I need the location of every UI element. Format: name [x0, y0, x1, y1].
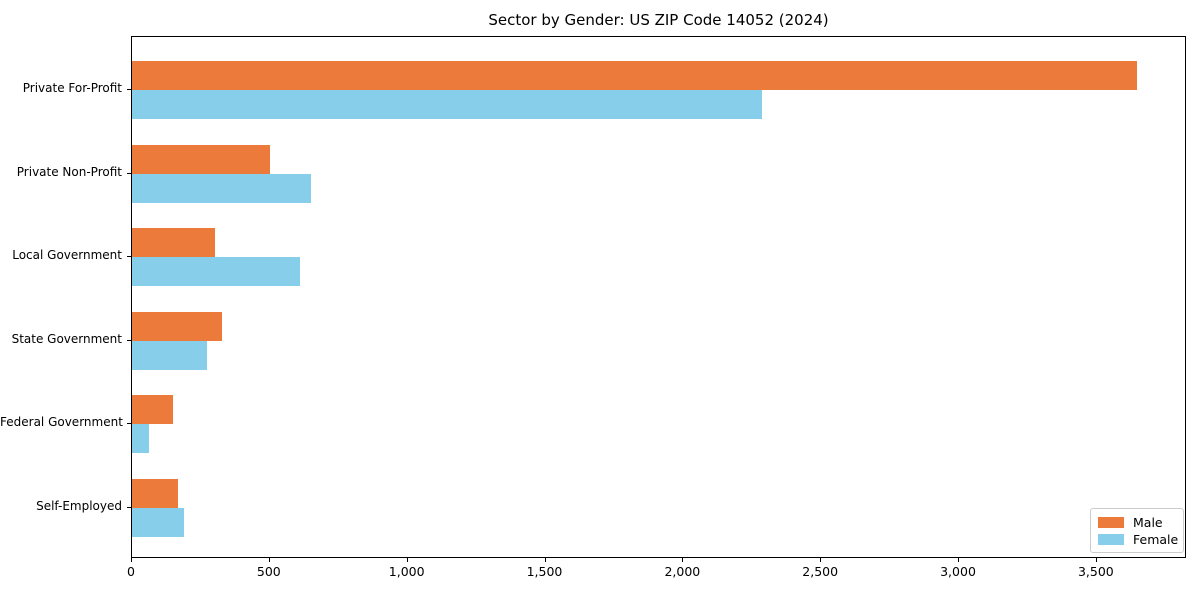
- bar-male-private-non-profit: [132, 144, 271, 174]
- x-axis-tick-label: 2,000: [664, 564, 701, 579]
- bar-female-local-government: [132, 257, 300, 287]
- y-axis-tick-mark: [127, 89, 131, 90]
- x-axis-tick-mark: [1095, 558, 1097, 562]
- x-axis-tick-label: 2,500: [802, 564, 839, 579]
- y-axis-label: State Government: [11, 331, 122, 346]
- plot-area: [131, 36, 1186, 558]
- legend: Male Female: [1090, 508, 1184, 553]
- x-axis-tick-mark: [406, 558, 408, 562]
- x-axis-tick-label: 3,000: [940, 564, 976, 579]
- bar-female-private-for-profit: [132, 90, 763, 119]
- x-axis-tick-label: 3,500: [1077, 564, 1114, 579]
- bar-female-self-employed: [132, 508, 184, 537]
- female-series-swatch: [1098, 533, 1124, 545]
- y-axis-tick-mark: [127, 339, 131, 341]
- y-axis-tick-mark: [127, 423, 131, 425]
- legend-label-male: Male: [1133, 514, 1163, 530]
- x-axis-tick-mark: [268, 558, 270, 562]
- x-axis-tick-mark: [958, 558, 960, 562]
- y-axis-label: Private Non-Profit: [16, 164, 122, 179]
- bar-male-federal-government: [132, 395, 174, 425]
- x-axis-tick-mark: [544, 558, 546, 562]
- bar-male-state-government: [132, 311, 223, 341]
- y-axis-tick-mark: [127, 507, 131, 508]
- x-axis-tick-mark: [682, 558, 684, 562]
- legend-entry-male: Male: [1098, 514, 1176, 530]
- bar-female-private-non-profit: [132, 173, 312, 203]
- y-axis-label: Federal Government: [0, 415, 123, 430]
- y-axis-tick-mark: [127, 172, 131, 174]
- y-axis-tick-mark: [127, 256, 131, 258]
- x-axis-tick-label: 0: [127, 564, 135, 579]
- bar-female-federal-government: [132, 424, 150, 454]
- bar-male-local-government: [132, 228, 215, 258]
- x-axis-tick-label: 1,000: [388, 564, 425, 579]
- y-axis-label: Local Government: [12, 248, 122, 263]
- male-series-swatch: [1098, 516, 1124, 528]
- chart-title: Sector by Gender: US ZIP Code 14052 (202…: [488, 11, 829, 29]
- x-axis-tick-mark: [820, 558, 822, 562]
- legend-entry-female: Female: [1098, 531, 1179, 547]
- legend-label-female: Female: [1133, 531, 1179, 547]
- x-axis-tick-label: 1,500: [526, 564, 563, 579]
- bar-female-state-government: [132, 340, 207, 370]
- x-axis-tick-label: 500: [256, 564, 281, 579]
- y-axis-label: Self-Employed: [36, 499, 122, 513]
- bar-male-private-for-profit: [132, 61, 1137, 90]
- x-axis-tick-mark: [131, 558, 132, 562]
- bar-male-self-employed: [132, 479, 179, 508]
- y-axis-label: Private For-Profit: [22, 81, 122, 95]
